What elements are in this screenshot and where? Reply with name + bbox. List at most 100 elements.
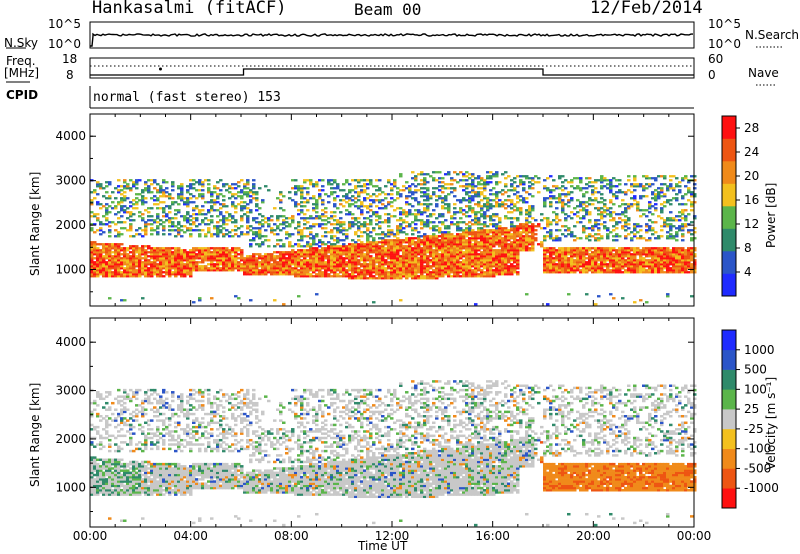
power-cell — [525, 213, 529, 216]
power-cell — [174, 249, 178, 252]
power-cell — [141, 245, 145, 248]
power-cell — [615, 235, 619, 238]
power-cell — [513, 205, 517, 208]
power-cell — [600, 215, 604, 218]
power-cell — [303, 181, 307, 184]
power-cell — [471, 229, 475, 232]
power-cell — [585, 257, 589, 260]
power-cell — [612, 229, 616, 232]
power-cell — [180, 265, 184, 268]
power-cell — [267, 257, 271, 260]
power-cell — [417, 249, 421, 252]
power-cell — [639, 249, 643, 252]
power-cell — [183, 259, 187, 262]
power-cell — [636, 263, 640, 266]
power-cell — [618, 259, 622, 262]
power-cell — [333, 205, 337, 208]
power-cell — [414, 245, 418, 248]
power-cell — [177, 273, 181, 276]
power-cell — [588, 249, 592, 252]
power-cell — [132, 251, 136, 254]
power-cell — [312, 207, 316, 210]
power-cell — [213, 225, 217, 228]
power-cell — [129, 247, 133, 250]
power-cell — [249, 245, 253, 248]
power-cell — [561, 261, 565, 264]
power-cell — [177, 255, 181, 258]
power-cell — [192, 229, 196, 232]
power-cell — [222, 247, 226, 250]
power-cell — [465, 193, 469, 196]
power-cell — [648, 253, 652, 256]
power-cell — [408, 245, 412, 248]
power-cell — [306, 201, 310, 204]
power-cell — [207, 259, 211, 262]
power-cell — [294, 243, 298, 246]
power-cell — [534, 239, 538, 242]
power-cell — [354, 233, 358, 236]
power-cell — [561, 193, 565, 196]
power-cell — [561, 249, 565, 252]
power-cell — [501, 237, 505, 240]
power-cell — [150, 261, 154, 264]
power-cell — [501, 253, 505, 256]
power-cell — [306, 255, 310, 258]
power-cell — [330, 253, 334, 256]
power-cell — [528, 193, 532, 196]
power-cell — [90, 263, 94, 266]
power-cell — [570, 233, 574, 236]
power-cell — [309, 243, 313, 246]
power-cell — [582, 267, 586, 270]
power-cell — [180, 251, 184, 254]
power-cell — [438, 257, 442, 260]
power-cell — [357, 207, 361, 210]
power-cell — [375, 267, 379, 270]
power-cell — [102, 267, 106, 270]
power-cell — [252, 271, 256, 274]
power-cell — [474, 267, 478, 270]
power-cell — [570, 265, 574, 268]
power-cell — [615, 223, 619, 226]
power-cell — [396, 225, 400, 228]
power-cell — [225, 247, 229, 250]
power-cell — [192, 251, 196, 254]
power-cell — [159, 253, 163, 256]
power-cell — [141, 249, 145, 252]
power-cell — [546, 187, 550, 190]
power-cell — [123, 267, 127, 270]
power-cell — [603, 259, 607, 262]
power-cell — [369, 205, 373, 208]
power-cell — [435, 187, 439, 190]
power-cell — [366, 239, 370, 242]
power-cell — [462, 235, 466, 238]
power-cell — [93, 269, 97, 272]
power-cell — [276, 267, 280, 270]
power-cell — [621, 249, 625, 252]
power-cell — [321, 243, 325, 246]
power-cell — [435, 269, 439, 272]
power-cell — [171, 267, 175, 270]
power-cell — [606, 251, 610, 254]
power-cell — [225, 183, 229, 186]
power-cell — [483, 261, 487, 264]
power-cell — [321, 249, 325, 252]
power-cell — [414, 265, 418, 268]
power-cell — [201, 249, 205, 252]
power-cell — [198, 257, 202, 260]
power-cell — [93, 247, 97, 250]
power-cell — [369, 275, 373, 278]
power-cell — [186, 261, 190, 264]
power-cell — [648, 259, 652, 262]
power-cell — [477, 243, 481, 246]
power-cell — [372, 275, 376, 278]
power-cell — [201, 261, 205, 264]
power-cell — [531, 245, 535, 248]
power-cell — [387, 249, 391, 252]
power-cell — [198, 269, 202, 272]
power-cell — [198, 265, 202, 268]
power-cell — [378, 275, 382, 278]
power-cell — [396, 269, 400, 272]
power-cell — [381, 207, 385, 210]
power-cell — [330, 229, 334, 232]
power-cell — [378, 217, 382, 220]
